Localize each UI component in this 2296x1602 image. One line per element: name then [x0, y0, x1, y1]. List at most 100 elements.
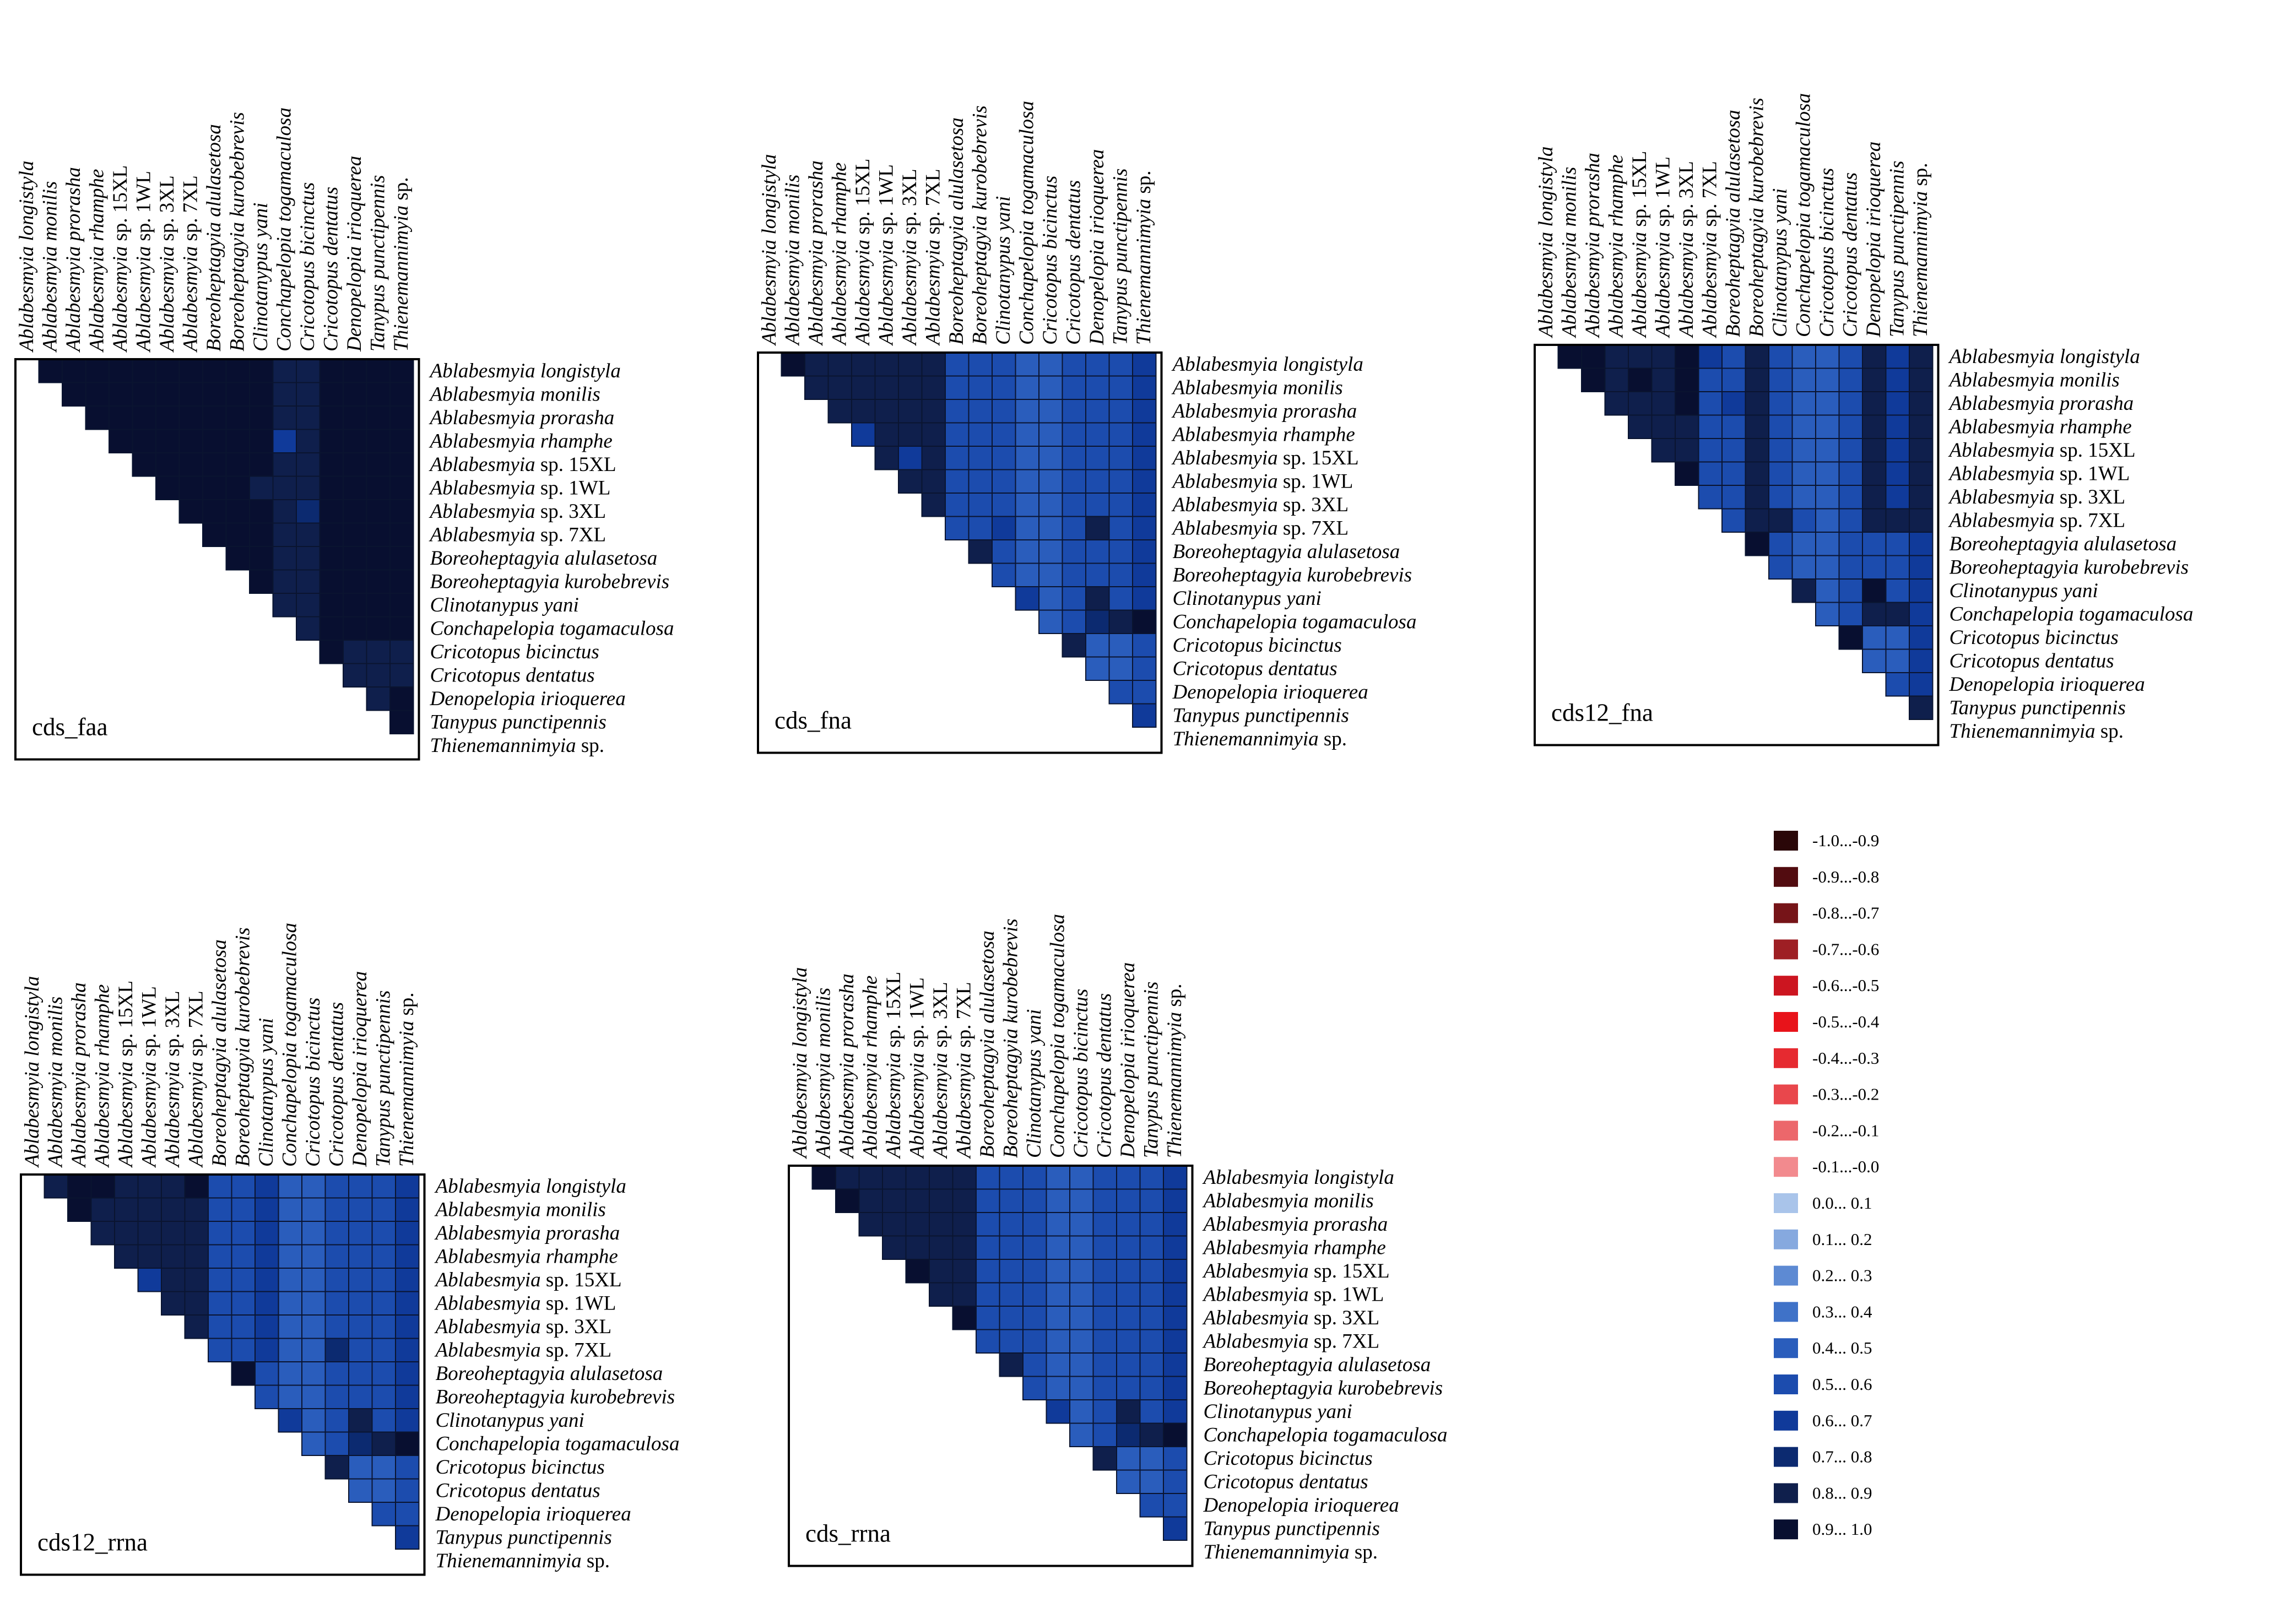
heatmap-cell	[1721, 367, 1746, 392]
heatmap-cell	[882, 1188, 907, 1213]
heatmap-cell	[389, 452, 414, 477]
heatmap-cell	[1675, 461, 1699, 486]
heatmap-cell	[858, 1188, 883, 1213]
heatmap-cell	[1815, 414, 1840, 439]
heatmap-cell	[1108, 633, 1133, 658]
heatmap-cell	[882, 1165, 907, 1190]
heatmap-cell	[278, 1174, 302, 1199]
heatmap-cell	[231, 1197, 256, 1222]
heatmap-cell	[1092, 1399, 1117, 1424]
row-label: Ablabesmyia sp. 3XL	[1948, 486, 2126, 508]
heatmap-cell	[348, 1431, 373, 1456]
row-label: Boreoheptagyia alulasetosa	[1950, 533, 2177, 555]
heatmap-cell	[1085, 422, 1110, 447]
heatmap-cell	[1838, 508, 1863, 533]
heatmap-cell	[1085, 539, 1110, 564]
heatmap-cell	[343, 429, 367, 453]
row-label: Cricotopus dentatus	[430, 664, 595, 687]
heatmap-cell	[976, 1235, 1000, 1260]
heatmap-cell	[1581, 344, 1606, 369]
heatmap-cell	[781, 352, 805, 377]
heatmap-cell	[945, 399, 970, 424]
heatmap-cell	[1108, 562, 1133, 587]
heatmap-cell	[1046, 1306, 1070, 1330]
heatmap-cell	[1116, 1376, 1141, 1400]
heatmap-cell	[1116, 1235, 1141, 1260]
heatmap-cell	[1022, 1165, 1047, 1190]
heatmap-cell	[296, 499, 321, 524]
panel-title: cds_fna	[775, 707, 852, 734]
heatmap-cell	[1791, 344, 1816, 369]
row-label: Ablabesmyia sp. 7XL	[1948, 510, 2126, 532]
row-label: Conchapelopia togamaculosa	[430, 618, 674, 640]
heatmap-cell	[254, 1268, 279, 1292]
column-label: Conchapelopia togamaculosa	[1046, 914, 1069, 1158]
heatmap-cell	[945, 492, 970, 517]
heatmap-cell	[1116, 1282, 1141, 1307]
heatmap-cell	[366, 593, 391, 618]
column-label: Ablabesmyia sp. 3XL	[898, 169, 921, 347]
heatmap-cell	[1745, 414, 1769, 439]
heatmap-cell	[1581, 367, 1606, 392]
heatmap-cell	[976, 1282, 1000, 1307]
heatmap-cell	[324, 1197, 349, 1222]
heatmap-cell	[1069, 1212, 1094, 1237]
heatmap-cell	[371, 1174, 396, 1199]
heatmap-cell	[231, 1221, 256, 1246]
heatmap-cell	[324, 1291, 349, 1316]
row-label: Ablabesmyia monilis	[1202, 1190, 1374, 1213]
heatmap-cell	[278, 1197, 302, 1222]
heatmap-cell	[1791, 578, 1816, 603]
legend-label: -0.7...-0.6	[1812, 939, 1879, 959]
heatmap-cell	[348, 1314, 373, 1339]
heatmap-cell	[1745, 532, 1769, 556]
heatmap-cell	[1838, 438, 1863, 463]
heatmap-cell	[395, 1244, 420, 1269]
column-label: Cricotopus dentatus	[1062, 180, 1085, 345]
heatmap-cell	[1038, 375, 1063, 400]
heatmap-cell	[296, 405, 321, 430]
heatmap-cell	[178, 359, 203, 383]
heatmap-cell	[804, 375, 829, 400]
heatmap-cell	[1885, 344, 1910, 369]
heatmap-cell	[1675, 414, 1699, 439]
heatmap-cell	[1909, 344, 1934, 369]
row-label: Conchapelopia togamaculosa	[1173, 611, 1417, 634]
column-label: Ablabesmyia rhamphe	[859, 976, 881, 1160]
row-label: Ablabesmyia sp. 7XL	[434, 1339, 612, 1362]
row-label: Denopelopia irioquerea	[1172, 681, 1368, 703]
heatmap-cell	[371, 1361, 396, 1386]
heatmap-cell	[161, 1244, 186, 1269]
legend-swatch	[1774, 1157, 1798, 1177]
heatmap-cell	[851, 422, 876, 447]
heatmap-cell	[1745, 367, 1769, 392]
heatmap-cell	[1092, 1188, 1117, 1213]
heatmap-cell	[371, 1197, 396, 1222]
heatmap-cell	[319, 429, 344, 453]
heatmap-cell	[1108, 469, 1133, 494]
heatmap-cell	[1132, 516, 1157, 540]
heatmap-cell	[319, 382, 344, 407]
heatmap-cell	[90, 1197, 115, 1222]
heatmap-cell	[992, 492, 1016, 517]
heatmap-cell	[272, 593, 297, 618]
heatmap-cell	[272, 359, 297, 383]
heatmap-cell	[929, 1212, 954, 1237]
heatmap-cell	[1163, 1282, 1188, 1307]
heatmap-cell	[178, 452, 203, 477]
heatmap-cell	[371, 1338, 396, 1362]
heatmap-cell	[155, 359, 180, 383]
heatmap-cell	[1015, 422, 1039, 447]
heatmap-cell	[1139, 1188, 1164, 1213]
legend-swatch	[1774, 1121, 1798, 1141]
row-label: Ablabesmyia sp. 15XL	[1171, 447, 1359, 469]
heatmap-cell	[1062, 399, 1086, 424]
row-label: Boreoheptagyia alulasetosa	[1204, 1354, 1431, 1376]
heatmap-cell	[1139, 1493, 1164, 1518]
heatmap-cell	[161, 1268, 186, 1292]
column-label: Thienemannimyia sp.	[1909, 163, 1932, 337]
heatmap-cell	[1069, 1306, 1094, 1330]
heatmap-cell	[1116, 1422, 1141, 1447]
heatmap-cell	[366, 522, 391, 547]
